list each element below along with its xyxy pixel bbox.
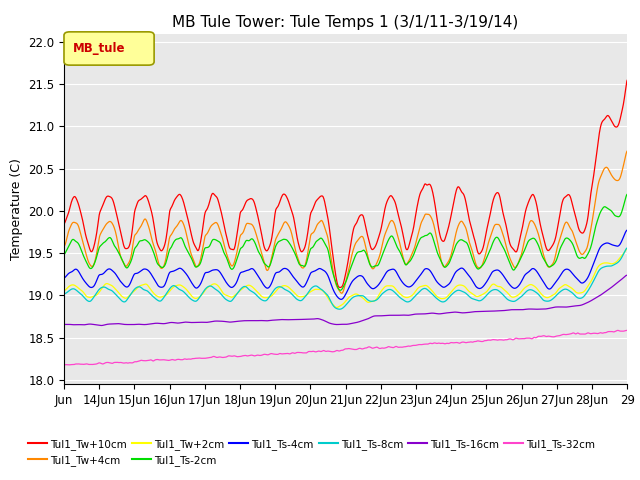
- Tul1_Tw+4cm: [349, 250, 356, 255]
- Text: MB_tule: MB_tule: [72, 42, 125, 55]
- Tul1_Tw+10cm: [71, 194, 79, 200]
- Tul1_Ts-8cm: [449, 291, 456, 297]
- Tul1_Ts-8cm: [349, 295, 356, 300]
- Tul1_Tw+2cm: [315, 287, 323, 292]
- Tul1_Tw+4cm: [60, 243, 68, 249]
- Tul1_Tw+4cm: [623, 148, 631, 154]
- Tul1_Tw+2cm: [349, 292, 356, 298]
- Tul1_Ts-32cm: [623, 327, 631, 333]
- Tul1_Ts-32cm: [71, 361, 79, 367]
- Tul1_Tw+10cm: [349, 231, 356, 237]
- Tul1_Ts-8cm: [315, 285, 323, 290]
- Line: Tul1_Tw+2cm: Tul1_Tw+2cm: [64, 249, 627, 308]
- Line: Tul1_Ts-32cm: Tul1_Ts-32cm: [64, 330, 627, 365]
- Tul1_Tw+10cm: [336, 285, 344, 290]
- Tul1_Ts-32cm: [60, 362, 68, 368]
- Y-axis label: Temperature (C): Temperature (C): [10, 158, 22, 260]
- Tul1_Tw+2cm: [449, 288, 456, 293]
- Tul1_Ts-2cm: [349, 261, 356, 266]
- Line: Tul1_Tw+10cm: Tul1_Tw+10cm: [64, 80, 627, 288]
- Tul1_Ts-16cm: [349, 320, 356, 326]
- Tul1_Ts-4cm: [71, 267, 79, 273]
- Tul1_Tw+4cm: [588, 224, 595, 229]
- Line: Tul1_Tw+4cm: Tul1_Tw+4cm: [64, 151, 627, 293]
- Line: Tul1_Ts-4cm: Tul1_Ts-4cm: [64, 230, 627, 300]
- Tul1_Tw+10cm: [623, 77, 631, 83]
- Tul1_Ts-8cm: [161, 293, 168, 299]
- Tul1_Ts-8cm: [588, 282, 595, 288]
- Tul1_Tw+2cm: [588, 278, 595, 284]
- Tul1_Ts-2cm: [588, 242, 595, 248]
- Tul1_Ts-4cm: [449, 275, 456, 281]
- Tul1_Ts-16cm: [71, 322, 79, 328]
- Tul1_Tw+2cm: [60, 288, 68, 293]
- Tul1_Ts-8cm: [623, 245, 631, 251]
- Tul1_Ts-32cm: [161, 357, 169, 363]
- Tul1_Tw+2cm: [161, 293, 168, 299]
- Tul1_Tw+4cm: [449, 246, 456, 252]
- Tul1_Tw+10cm: [315, 195, 323, 201]
- Tul1_Tw+10cm: [449, 205, 456, 211]
- Tul1_Ts-2cm: [623, 192, 631, 197]
- Tul1_Tw+10cm: [161, 242, 168, 248]
- Tul1_Ts-32cm: [449, 340, 456, 346]
- Tul1_Ts-8cm: [71, 286, 79, 292]
- Tul1_Ts-2cm: [161, 263, 168, 268]
- Tul1_Tw+4cm: [161, 261, 168, 266]
- Tul1_Tw+2cm: [333, 305, 340, 311]
- Tul1_Ts-32cm: [349, 347, 356, 352]
- Tul1_Ts-2cm: [315, 237, 323, 242]
- Tul1_Ts-32cm: [315, 348, 323, 354]
- Tul1_Ts-16cm: [161, 321, 169, 326]
- Tul1_Tw+10cm: [60, 221, 68, 227]
- Line: Tul1_Ts-2cm: Tul1_Ts-2cm: [64, 194, 627, 290]
- Tul1_Ts-2cm: [60, 252, 68, 257]
- Tul1_Ts-4cm: [349, 278, 356, 284]
- Tul1_Ts-16cm: [97, 323, 105, 328]
- Tul1_Ts-16cm: [588, 298, 595, 303]
- Tul1_Ts-4cm: [623, 227, 631, 233]
- Tul1_Ts-2cm: [449, 252, 456, 258]
- Tul1_Tw+4cm: [338, 290, 346, 296]
- Tul1_Tw+4cm: [71, 219, 79, 225]
- Tul1_Ts-16cm: [449, 309, 456, 315]
- Tul1_Ts-4cm: [588, 266, 595, 272]
- Tul1_Tw+10cm: [588, 188, 595, 193]
- Tul1_Tw+4cm: [315, 220, 323, 226]
- Tul1_Tw+2cm: [71, 282, 79, 288]
- Tul1_Ts-2cm: [71, 238, 79, 243]
- Tul1_Ts-4cm: [315, 266, 323, 272]
- Tul1_Ts-16cm: [623, 272, 631, 278]
- Tul1_Ts-16cm: [60, 322, 68, 327]
- Legend: Tul1_Tw+10cm, Tul1_Tw+4cm, Tul1_Tw+2cm, Tul1_Ts-2cm, Tul1_Ts-4cm, Tul1_Ts-8cm, T: Tul1_Tw+10cm, Tul1_Tw+4cm, Tul1_Tw+2cm, …: [24, 435, 600, 470]
- Tul1_Ts-4cm: [60, 275, 68, 281]
- Tul1_Ts-32cm: [65, 362, 72, 368]
- Tul1_Tw+2cm: [623, 246, 631, 252]
- Tul1_Ts-8cm: [60, 291, 68, 297]
- Title: MB Tule Tower: Tule Temps 1 (3/1/11-3/19/14): MB Tule Tower: Tule Temps 1 (3/1/11-3/19…: [172, 15, 519, 30]
- Line: Tul1_Ts-8cm: Tul1_Ts-8cm: [64, 248, 627, 309]
- Tul1_Ts-2cm: [337, 288, 344, 293]
- Tul1_Ts-4cm: [337, 297, 345, 302]
- Tul1_Ts-16cm: [315, 316, 323, 322]
- Tul1_Ts-8cm: [335, 306, 343, 312]
- Tul1_Ts-32cm: [588, 331, 595, 336]
- Tul1_Ts-4cm: [161, 282, 168, 288]
- Line: Tul1_Ts-16cm: Tul1_Ts-16cm: [64, 275, 627, 325]
- FancyBboxPatch shape: [64, 32, 154, 65]
